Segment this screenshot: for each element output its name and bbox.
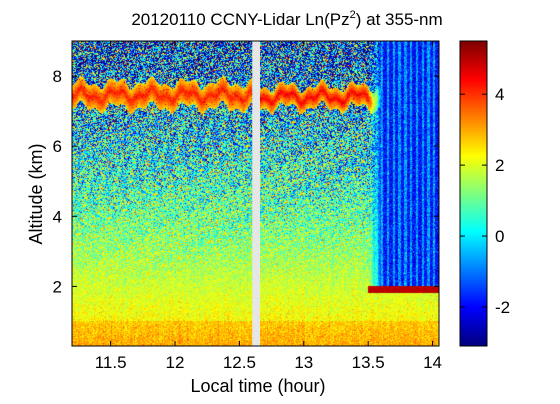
x-tick-label: 12 <box>166 353 185 372</box>
x-tick-label: 14 <box>423 353 442 372</box>
data-gap <box>252 41 261 346</box>
x-axis-ticks: 11.5 12 12.5 13 13.5 14 <box>95 41 442 372</box>
chart-title-main: 20120110 CCNY-Lidar Ln(Pz <box>131 10 349 29</box>
colorbar-tick-label: -2 <box>495 298 510 317</box>
colorbar-frame <box>459 40 488 347</box>
colorbar-tick-label: 2 <box>495 156 504 175</box>
x-axis-label: Local time (hour) <box>190 376 325 396</box>
colorbar-ticks: -2 0 2 4 <box>460 85 510 317</box>
colorbar-tick-label: 0 <box>495 227 504 246</box>
y-tick-label: 4 <box>53 207 62 226</box>
colorbar: -2 0 2 4 <box>459 40 510 347</box>
colorbar-image <box>460 41 487 346</box>
chart-title-tail: ) at 355-nm <box>356 10 443 29</box>
plot-frame <box>71 40 440 347</box>
y-axis-ticks: 2 4 6 8 <box>53 67 439 296</box>
y-axis-label: Altitude (km) <box>26 143 46 244</box>
y-tick-label: 2 <box>53 277 62 296</box>
heatmap-plot: 11.5 12 12.5 13 13.5 14 2 4 6 8 <box>53 40 442 372</box>
x-tick-label: 12.5 <box>223 353 256 372</box>
x-tick-label: 11.5 <box>95 353 127 372</box>
y-tick-label: 8 <box>53 67 62 86</box>
colorbar-tick-label: 4 <box>495 85 504 104</box>
y-tick-label: 6 <box>53 137 62 156</box>
chart-title-superscript: 2 <box>350 9 356 21</box>
x-tick-label: 13 <box>294 353 313 372</box>
x-tick-label: 13.5 <box>352 353 385 372</box>
chart-title: 20120110 CCNY-Lidar Ln(Pz2) at 355-nm <box>131 9 442 29</box>
